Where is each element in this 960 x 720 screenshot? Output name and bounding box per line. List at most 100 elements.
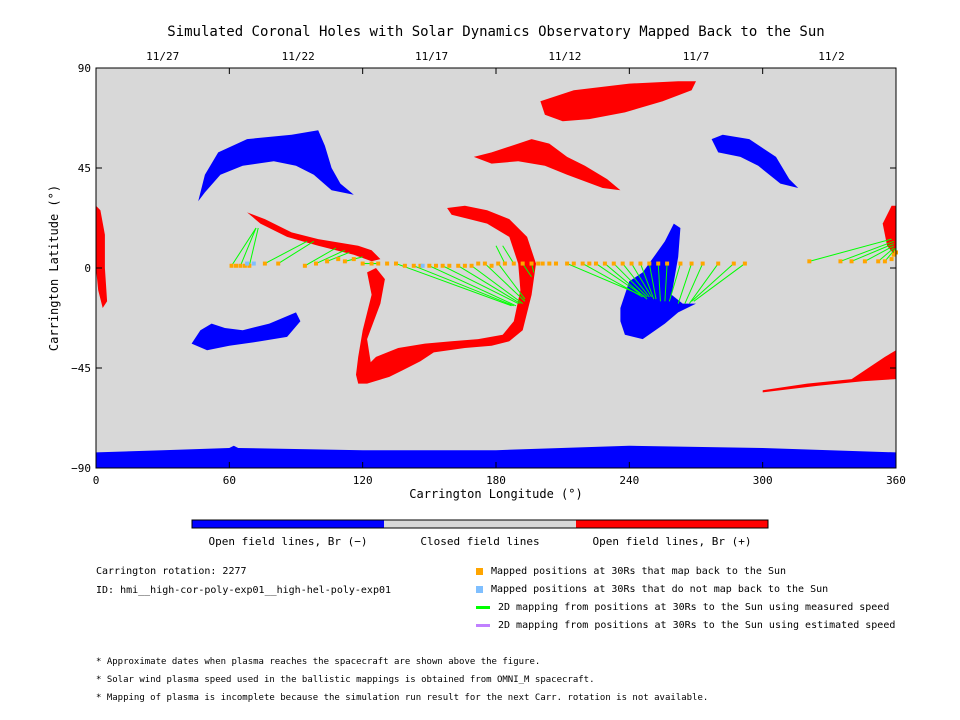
mapped-position-point (360, 261, 365, 266)
mapped-position-point (238, 263, 243, 268)
measured-speed-mapping-line (677, 263, 693, 304)
mapped-position-point (336, 257, 341, 262)
measured-speed-mapping-line (648, 263, 657, 300)
measured-speed-mapping-line (582, 263, 643, 298)
axis-ticks: 0 60 120 180 240 300 360 90 45 0 −45 −90 11/27 11/22 1… (71, 50, 906, 487)
positive-coronal-hole (540, 81, 696, 122)
negative-coronal-hole (198, 130, 354, 202)
legend-label: 2D mapping from positions at 30Rs to the… (498, 602, 890, 613)
chart-title: Simulated Coronal Holes with Solar Dynam… (167, 24, 824, 40)
x-tick-label: 0 (93, 474, 100, 487)
measured-speed-mapping-line (693, 263, 746, 302)
measured-speed-mapping-line (840, 240, 894, 262)
mapped-position-point (611, 261, 616, 266)
measured-speed-mapping-line (657, 263, 661, 302)
date-tick-label: 11/2 (818, 50, 845, 63)
date-tick-label: 11/17 (415, 50, 448, 63)
mapped-position-point (489, 263, 494, 268)
mapped-position-point (427, 263, 432, 268)
mapped-position-point (229, 263, 234, 268)
mapped-position-point (369, 261, 374, 266)
mapped-position-point (647, 261, 652, 266)
mapped-position-point (580, 261, 585, 266)
measured-speed-mapping-line (495, 245, 506, 264)
positive-coronal-hole (358, 205, 536, 384)
mapped-position-point (418, 263, 423, 268)
mapped-position-point (547, 261, 552, 266)
legend-item-mapped: Mapped positions at 30Rs that map back t… (476, 566, 786, 577)
measured-speed-mapping-line (471, 265, 523, 304)
measured-speed-mapping-line (502, 245, 515, 264)
mapped-position-point (402, 263, 407, 268)
legend-item-unmapped: Mapped positions at 30Rs that do not map… (476, 584, 828, 595)
mapped-position-point (716, 261, 721, 266)
measured-speed-mapping-line (248, 227, 259, 266)
mapped-position-point (700, 261, 705, 266)
y-tick-label: 90 (78, 62, 91, 75)
measured-speed-mapping-line (613, 263, 648, 298)
positive-coronal-hole (96, 205, 108, 308)
mapped-position-point (656, 261, 661, 266)
mapped-position-point (511, 261, 516, 266)
measured-speed-mapping-line (395, 263, 512, 307)
mapped-position-point (731, 261, 736, 266)
colorbar-label: Open field lines, Br (−) (209, 535, 368, 548)
unmapped-position-point (245, 261, 250, 266)
mapped-position-point (342, 259, 347, 264)
positive-coronal-hole (247, 212, 381, 262)
colorbar-label: Open field lines, Br (+) (593, 535, 752, 548)
positive-coronal-hole (356, 268, 385, 384)
measured-speed-mapping-line (457, 265, 521, 304)
measured-speed-mapping-line (484, 263, 526, 302)
mapped-position-point (807, 259, 812, 264)
footnote-speed-source: * Solar wind plasma speed used in the ba… (96, 675, 595, 685)
mapped-position-point (476, 261, 481, 266)
x-tick-label: 180 (486, 474, 506, 487)
measured-speed-mapping-line (326, 251, 350, 262)
footnote-dates: * Approximate dates when plasma reaches … (96, 657, 541, 667)
y-tick-label: −45 (71, 362, 91, 375)
legend-label: Mapped positions at 30Rs that do not map… (491, 584, 829, 595)
measured-speed-mapping-line (864, 245, 895, 262)
run-id-text: ID: hmi__high-cor-poly-exp01__high-hel-p… (96, 585, 392, 596)
closed-field-background (96, 68, 896, 468)
mapped-position-point (469, 263, 474, 268)
mapped-position-point (742, 261, 747, 266)
legend-label: Mapped positions at 30Rs that map back t… (491, 566, 787, 577)
measured-speed-mapping-line (497, 263, 526, 300)
mapped-position-point (262, 261, 267, 266)
mapped-position-point (325, 259, 330, 264)
negative-coronal-hole (711, 134, 799, 188)
footnote-incomplete: * Mapping of plasma is incomplete becaus… (96, 693, 709, 703)
mapped-position-point (602, 261, 607, 266)
x-axis-label: Carrington Longitude (°) (409, 487, 582, 501)
mapped-position-point (876, 259, 881, 264)
mapped-position-point (689, 261, 694, 266)
measured-speed-mapping-line (413, 265, 514, 307)
light-blue-square-marker (476, 585, 483, 593)
positive-coronal-hole (762, 350, 896, 393)
negative-coronal-hole (96, 445, 896, 468)
plot-area (96, 68, 898, 468)
mapped-position-point (456, 263, 461, 268)
mapped-position-point (447, 263, 452, 268)
measured-speed-mapping-line (668, 263, 681, 302)
measured-speed-mapping-line (877, 247, 895, 262)
x-tick-label: 360 (886, 474, 906, 487)
mapped-position-point (678, 261, 683, 266)
legend-item-estimated-speed: 2D mapping from positions at 30Rs to the… (476, 620, 895, 631)
mapped-position-point (351, 257, 356, 262)
x-tick-label: 300 (753, 474, 773, 487)
green-line-marker (476, 605, 490, 609)
mapped-position-point (440, 263, 445, 268)
mapped-position-point (434, 263, 438, 268)
measured-speed-mapping-line (277, 240, 315, 264)
orange-square-marker (476, 567, 483, 575)
mapped-position-point (889, 257, 894, 262)
date-tick-label: 11/27 (146, 50, 179, 63)
measured-speed-mapping-line (639, 263, 655, 300)
mapped-position-point (529, 261, 534, 266)
measured-speed-mapping-line (522, 263, 532, 278)
mapped-position-point (496, 261, 501, 266)
